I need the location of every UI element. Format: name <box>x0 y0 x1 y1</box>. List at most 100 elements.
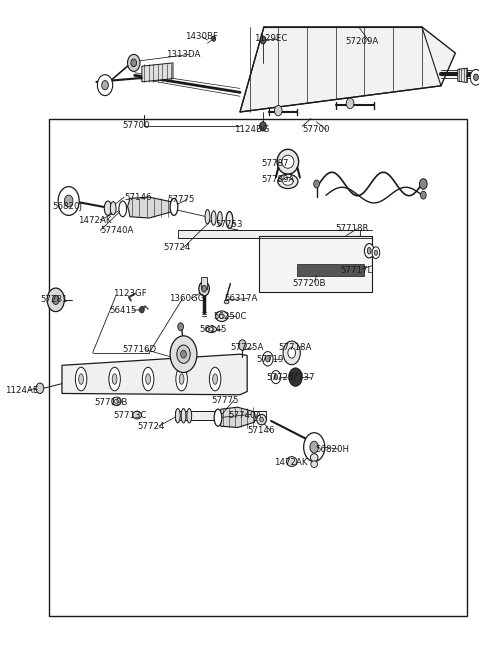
Ellipse shape <box>206 326 216 333</box>
Text: 1123GF: 1123GF <box>113 289 147 298</box>
Ellipse shape <box>219 314 224 319</box>
Ellipse shape <box>104 201 111 215</box>
Ellipse shape <box>364 243 374 258</box>
Ellipse shape <box>133 411 142 419</box>
Circle shape <box>288 348 296 358</box>
Ellipse shape <box>115 400 119 403</box>
Bar <box>201 277 207 289</box>
Text: 1129EC: 1129EC <box>254 34 288 43</box>
Text: 57700: 57700 <box>123 121 150 130</box>
Circle shape <box>140 306 144 313</box>
Circle shape <box>274 375 278 380</box>
Circle shape <box>64 195 73 207</box>
Ellipse shape <box>199 281 209 296</box>
Circle shape <box>180 350 186 358</box>
Polygon shape <box>142 63 173 82</box>
Text: 57718R: 57718R <box>336 224 369 233</box>
Ellipse shape <box>260 417 264 422</box>
Text: 57146: 57146 <box>124 193 152 201</box>
Ellipse shape <box>278 174 298 188</box>
Circle shape <box>177 345 190 363</box>
Text: 57146: 57146 <box>248 426 275 436</box>
Bar <box>178 230 360 237</box>
Circle shape <box>97 75 113 96</box>
Circle shape <box>58 186 79 215</box>
Circle shape <box>474 74 479 81</box>
Ellipse shape <box>146 374 151 384</box>
Ellipse shape <box>143 367 154 391</box>
Ellipse shape <box>257 415 266 425</box>
Text: 57737: 57737 <box>288 373 315 382</box>
Text: 57716D: 57716D <box>123 345 157 354</box>
Ellipse shape <box>367 247 371 254</box>
Text: 57700: 57700 <box>302 125 330 134</box>
Text: 1430BF: 1430BF <box>185 32 218 41</box>
Text: 57724: 57724 <box>137 422 165 431</box>
Circle shape <box>420 191 426 199</box>
Text: 57787: 57787 <box>262 159 289 167</box>
Ellipse shape <box>79 374 84 384</box>
Ellipse shape <box>277 150 299 174</box>
Polygon shape <box>62 354 247 395</box>
Text: 57281: 57281 <box>40 295 68 304</box>
Text: 57724: 57724 <box>163 243 191 252</box>
Text: 1472AK: 1472AK <box>78 216 112 225</box>
Polygon shape <box>128 197 172 218</box>
Ellipse shape <box>112 374 117 384</box>
Text: 57720B: 57720B <box>293 279 326 288</box>
Ellipse shape <box>110 201 116 215</box>
Ellipse shape <box>170 198 178 215</box>
Circle shape <box>170 336 197 373</box>
Circle shape <box>346 98 354 109</box>
Ellipse shape <box>112 397 121 405</box>
Ellipse shape <box>211 211 216 225</box>
Text: 57725A: 57725A <box>230 343 264 352</box>
Text: 56820J: 56820J <box>52 203 83 211</box>
Bar <box>259 236 372 292</box>
Text: 57740A: 57740A <box>100 226 133 235</box>
Circle shape <box>420 178 427 189</box>
Ellipse shape <box>374 250 378 255</box>
Circle shape <box>212 36 216 41</box>
Ellipse shape <box>287 457 297 466</box>
Circle shape <box>131 59 137 67</box>
Polygon shape <box>458 68 468 83</box>
Text: 1472AK: 1472AK <box>275 458 308 466</box>
Text: 57775: 57775 <box>167 195 195 203</box>
Ellipse shape <box>202 285 206 292</box>
Circle shape <box>283 341 300 365</box>
Circle shape <box>102 81 108 90</box>
Ellipse shape <box>209 367 221 391</box>
Text: 57720: 57720 <box>266 373 294 382</box>
Circle shape <box>289 368 302 386</box>
Ellipse shape <box>372 247 380 258</box>
Text: 56317A: 56317A <box>225 294 258 303</box>
Text: 57209A: 57209A <box>345 37 379 46</box>
Text: 57713C: 57713C <box>113 411 147 420</box>
Polygon shape <box>240 27 456 112</box>
Ellipse shape <box>209 328 214 331</box>
Text: 56145: 56145 <box>199 325 227 334</box>
Ellipse shape <box>119 201 127 216</box>
Circle shape <box>260 122 266 131</box>
Ellipse shape <box>283 177 293 185</box>
Bar <box>298 264 364 276</box>
Circle shape <box>47 288 64 312</box>
Ellipse shape <box>181 409 186 423</box>
Text: 57719B: 57719B <box>94 398 127 407</box>
Text: 1124DG: 1124DG <box>234 125 270 134</box>
Ellipse shape <box>311 454 318 462</box>
Text: 1360GG: 1360GG <box>169 294 204 303</box>
Ellipse shape <box>282 155 294 169</box>
Circle shape <box>275 106 282 116</box>
Ellipse shape <box>187 409 192 423</box>
Text: 57718A: 57718A <box>278 343 312 352</box>
Ellipse shape <box>179 374 184 384</box>
Circle shape <box>271 371 281 384</box>
Text: 57717L: 57717L <box>340 266 373 275</box>
Ellipse shape <box>214 409 222 426</box>
Text: 57753: 57753 <box>215 220 242 229</box>
Ellipse shape <box>217 211 222 226</box>
Text: 56250C: 56250C <box>214 312 247 321</box>
Circle shape <box>36 383 44 394</box>
